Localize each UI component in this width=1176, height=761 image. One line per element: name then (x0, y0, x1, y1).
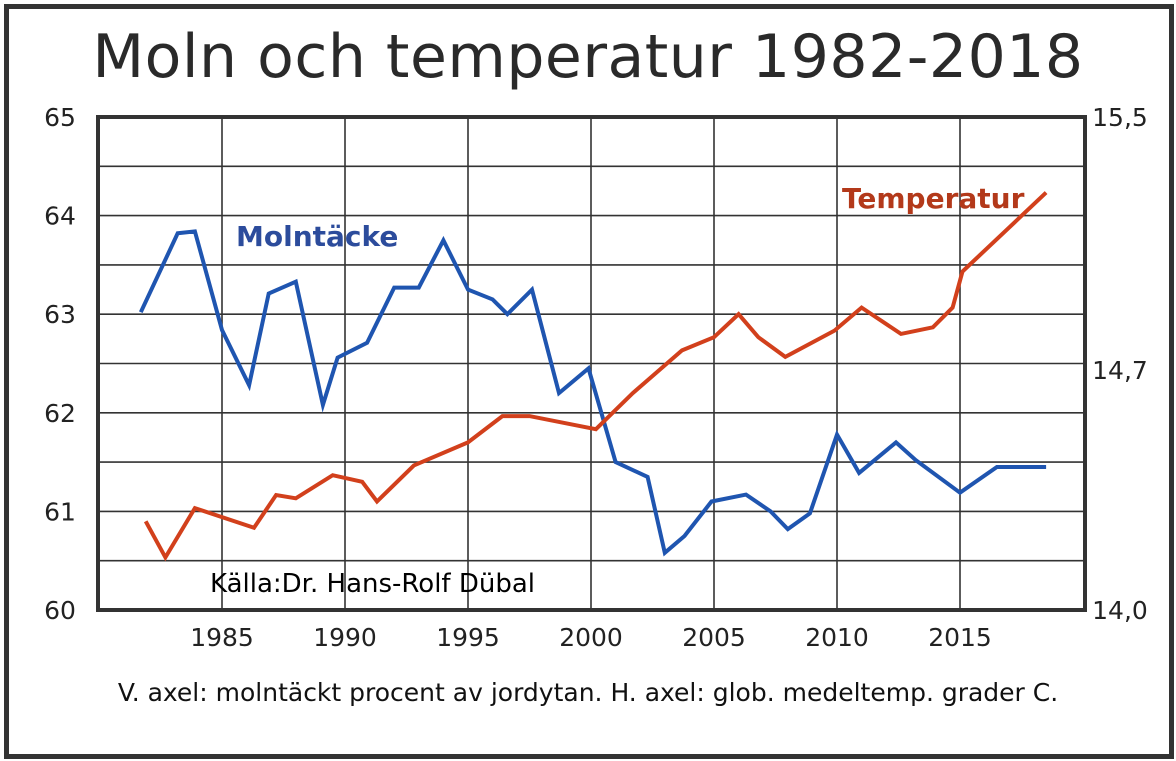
legend-molntacke: Molntäcke (236, 220, 398, 253)
chart-frame (4, 4, 1174, 759)
y-left-tick-label: 65 (44, 103, 76, 132)
y-left-tick-label: 60 (44, 596, 76, 625)
y-left-tick-label: 61 (44, 497, 76, 526)
series-line-molntäcke (138, 229, 1047, 557)
y-right-tick-label: 14,7 (1092, 356, 1148, 385)
x-tick-label: 1995 (436, 623, 500, 652)
y-left-tick-label: 62 (44, 399, 76, 428)
chart-title: Moln och temperatur 1982-2018 (92, 22, 1084, 92)
grid (98, 117, 1085, 610)
x-tick-label: 2015 (928, 623, 992, 652)
x-tick-label: 2005 (682, 623, 746, 652)
legend-temperatur: Temperatur (842, 182, 1025, 215)
y-left-tick-label: 64 (44, 202, 76, 231)
y-right-tick-label: 14,0 (1092, 596, 1148, 625)
chart-caption: V. axel: molntäckt procent av jordytan. … (117, 678, 1059, 707)
x-tick-label: 2000 (559, 623, 623, 652)
y-right-tick-label: 15,5 (1092, 103, 1148, 132)
plot-border (96, 115, 1087, 612)
series-lines (138, 191, 1048, 562)
x-tick-label: 1985 (190, 623, 254, 652)
tick-labels: 1985 1990 1995 2000 2005 2010 2015 60 61 62 63 64 65… (44, 103, 1148, 652)
x-tick-label: 1990 (313, 623, 377, 652)
x-tick-label: 2010 (805, 623, 869, 652)
y-left-tick-label: 63 (44, 300, 76, 329)
source-label: Källa:Dr. Hans-Rolf Dübal (210, 569, 535, 599)
